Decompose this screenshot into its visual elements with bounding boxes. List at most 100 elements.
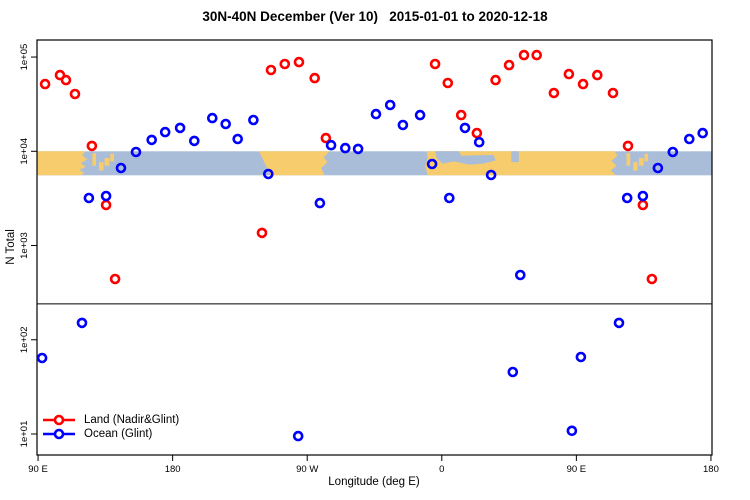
data-point-land (309, 72, 321, 84)
data-point-land (293, 56, 305, 68)
data-point-ocean (292, 430, 304, 442)
data-point-ocean (507, 366, 519, 378)
data-point-land (256, 227, 268, 239)
map-band-japan2-sw (633, 162, 638, 171)
data-point-ocean (174, 122, 186, 134)
plot-border (36, 39, 713, 456)
data-point-ocean (397, 119, 409, 131)
data-point-ocean (370, 108, 382, 120)
data-point-land (429, 58, 441, 70)
legend: Land (Nadir&Glint) Ocean (Glint) (42, 413, 179, 441)
data-point-land (320, 132, 332, 144)
data-point-ocean (613, 317, 625, 329)
data-point-land (100, 199, 112, 211)
data-point-ocean (115, 162, 127, 174)
y-tick-label: 1e+03 (19, 232, 30, 259)
data-point-ocean (36, 352, 48, 364)
data-point-ocean (459, 122, 471, 134)
data-point-ocean (621, 192, 633, 204)
data-point-ocean (426, 158, 438, 170)
data-point-land (548, 87, 560, 99)
data-point-ocean (566, 425, 578, 437)
data-point-land (531, 49, 543, 61)
map-band-mediterranean-east (462, 154, 496, 164)
data-point-land (503, 59, 515, 71)
map-band-caspian (511, 151, 519, 163)
legend-marker-ocean-icon (43, 428, 75, 440)
data-point-land (86, 140, 98, 152)
data-point-ocean (339, 142, 351, 154)
x-tick-label: 180 (703, 464, 719, 475)
data-point-ocean (207, 112, 218, 124)
x-tick-label: 90 E (28, 464, 48, 475)
legend-marker-land-icon (43, 414, 75, 426)
map-band-asia-east (37, 151, 88, 176)
map-band-japan-sw (99, 162, 104, 171)
data-point-ocean (189, 135, 200, 147)
data-point-ocean (325, 139, 337, 151)
data-point-land (265, 64, 277, 76)
x-tick-label: 0 (439, 464, 444, 475)
data-point-ocean (146, 134, 157, 146)
data-point-land (646, 273, 658, 285)
data-point-land (109, 273, 121, 285)
data-point-land (471, 127, 483, 139)
data-point-ocean (652, 162, 664, 174)
data-point-ocean (514, 269, 526, 281)
data-point-ocean (76, 317, 88, 329)
data-point-land (54, 69, 66, 81)
data-point-land (637, 199, 649, 211)
data-point-land (442, 77, 454, 89)
legend-item-ocean: Ocean (Glint) (42, 427, 179, 441)
data-point-ocean (683, 133, 695, 145)
legend-label-land: Land (Nadir&Glint) (84, 414, 180, 426)
data-point-land (622, 140, 634, 152)
map-band-japan2-ne (644, 153, 649, 162)
x-tick-label: 180 (165, 464, 181, 475)
data-point-ocean (414, 109, 426, 121)
data-point-land (60, 74, 72, 86)
data-point-land (591, 69, 603, 81)
data-point-land (563, 68, 575, 80)
map-band-japan2-honshu (638, 158, 644, 166)
data-point-ocean (83, 192, 95, 204)
y-tick-label: 1e+02 (19, 326, 30, 353)
data-point-land (607, 87, 619, 99)
data-point-ocean (232, 133, 243, 145)
y-tick-label: 1e+01 (19, 421, 30, 448)
data-point-ocean (159, 126, 171, 138)
x-axis-title: Longitude (deg E) (328, 476, 420, 488)
data-point-ocean (352, 143, 364, 155)
data-point-ocean (248, 114, 259, 126)
map-band-japan-honshu (104, 158, 110, 166)
data-point-land (518, 49, 530, 61)
data-point-ocean (697, 127, 709, 139)
data-point-ocean (384, 99, 396, 111)
map-band-korea (92, 153, 97, 166)
legend-label-ocean: Ocean (Glint) (84, 428, 153, 440)
data-point-ocean (575, 351, 587, 363)
data-point-ocean (130, 146, 142, 158)
data-point-ocean (262, 168, 274, 180)
map-band-korea-2 (626, 153, 631, 166)
y-tick-label: 1e+04 (19, 138, 30, 165)
data-point-ocean (485, 169, 497, 181)
data-point-land (69, 88, 81, 100)
y-tick-label: 1e+05 (19, 44, 30, 71)
map-band-north-america (259, 151, 330, 176)
data-point-land (279, 58, 291, 70)
data-point-ocean (473, 136, 485, 148)
data-point-land (490, 74, 501, 86)
data-point-land (577, 78, 589, 90)
chart-title: 30N-40N December (Ver 10) 2015-01-01 to … (202, 9, 548, 24)
x-tick-label: 90 W (296, 464, 318, 475)
data-point-ocean (100, 190, 112, 202)
data-point-land (455, 109, 467, 121)
data-point-ocean (314, 197, 326, 209)
data-point-ocean (637, 190, 649, 202)
data-point-land (39, 78, 51, 90)
data-point-ocean (443, 192, 455, 204)
map-band-japan-ne (110, 153, 115, 162)
